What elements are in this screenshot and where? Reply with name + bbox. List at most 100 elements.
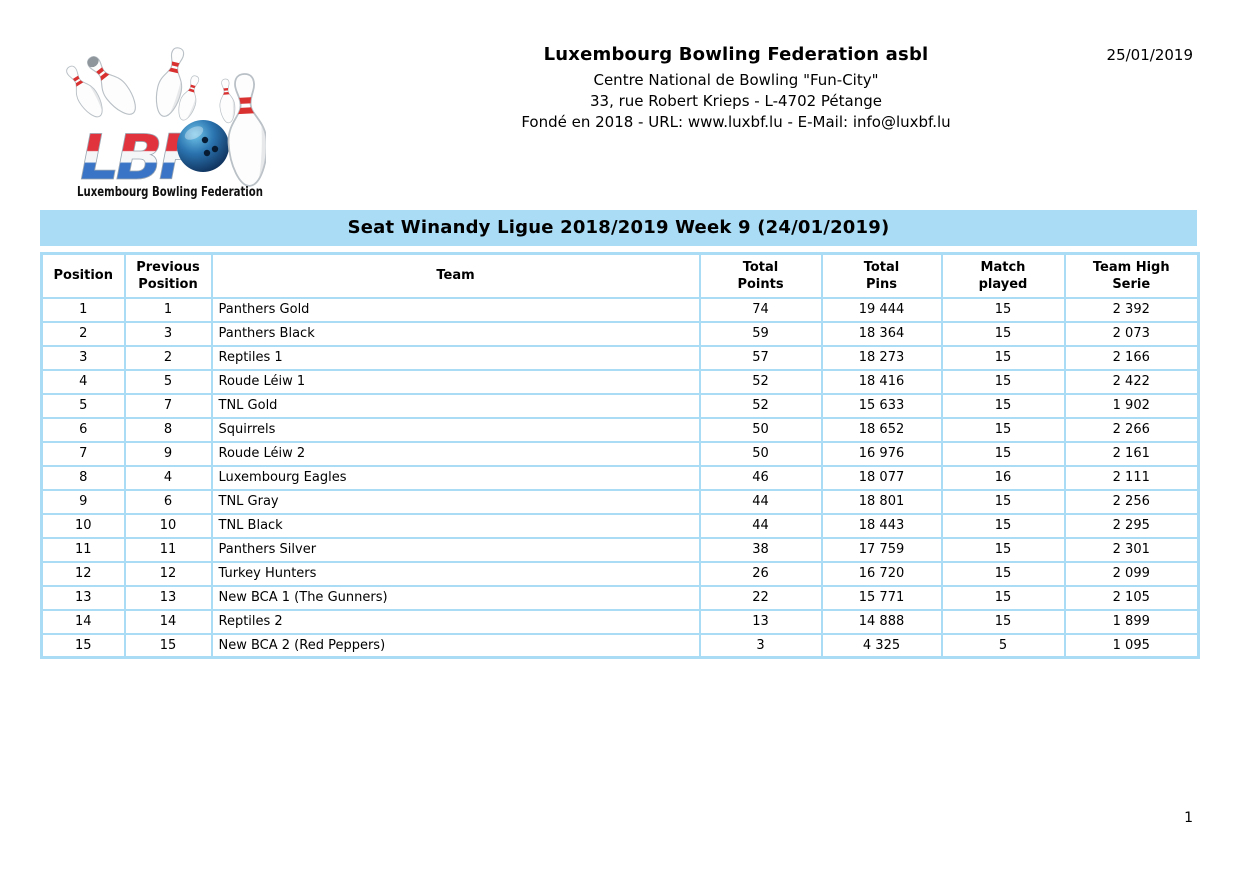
cell-team: Luxembourg Eagles xyxy=(210,464,701,491)
cell-position: 10 xyxy=(40,512,126,539)
cell-team: Roude Léiw 2 xyxy=(210,440,701,467)
cell-total-pins: 19 444 xyxy=(820,296,943,323)
cell-position: 12 xyxy=(40,560,126,587)
table-row: 15 15 New BCA 2 (Red Peppers) 3 4 325 5 1 095 xyxy=(40,632,1200,659)
cell-total-points: 38 xyxy=(698,536,823,563)
cell-match-played: 15 xyxy=(940,368,1066,395)
cell-team-high-serie: 2 295 xyxy=(1063,512,1200,539)
cell-previous-position: 8 xyxy=(123,416,213,443)
cell-match-played: 5 xyxy=(940,632,1066,659)
column-header-previous-position: Previous Position xyxy=(123,252,213,299)
cell-total-points: 52 xyxy=(698,368,823,395)
cell-previous-position: 14 xyxy=(123,608,213,635)
cell-team: TNL Black xyxy=(210,512,701,539)
cell-team-high-serie: 2 422 xyxy=(1063,368,1200,395)
column-header-team: Team xyxy=(210,252,701,299)
cell-match-played: 15 xyxy=(940,512,1066,539)
cell-previous-position: 3 xyxy=(123,320,213,347)
cell-position: 3 xyxy=(40,344,126,371)
cell-total-pins: 18 652 xyxy=(820,416,943,443)
standings-table: Position Previous Position Team Total Po… xyxy=(40,252,1200,659)
column-header-team-high-serie: Team High Serie xyxy=(1063,252,1200,299)
cell-total-pins: 18 801 xyxy=(820,488,943,515)
cell-team: New BCA 2 (Red Peppers) xyxy=(210,632,701,659)
cell-total-points: 44 xyxy=(698,488,823,515)
cell-total-pins: 18 077 xyxy=(820,464,943,491)
cell-team-high-serie: 2 105 xyxy=(1063,584,1200,611)
cell-previous-position: 13 xyxy=(123,584,213,611)
cell-match-played: 15 xyxy=(940,344,1066,371)
cell-previous-position: 1 xyxy=(123,296,213,323)
cell-total-pins: 15 771 xyxy=(820,584,943,611)
federation-logo: LBF Luxembourg Bowling Federation xyxy=(50,30,266,206)
cell-team: TNL Gray xyxy=(210,488,701,515)
table-row: 9 6 TNL Gray 44 18 801 15 2 256 xyxy=(40,488,1200,515)
bowling-ball-icon xyxy=(177,120,229,172)
cell-previous-position: 15 xyxy=(123,632,213,659)
cell-team: Reptiles 1 xyxy=(210,344,701,371)
cell-total-points: 50 xyxy=(698,416,823,443)
address-line-3: Fondé en 2018 - URL: www.luxbf.lu - E-Ma… xyxy=(521,113,951,131)
cell-previous-position: 12 xyxy=(123,560,213,587)
cell-total-points: 50 xyxy=(698,440,823,467)
cell-team-high-serie: 2 111 xyxy=(1063,464,1200,491)
cell-team: New BCA 1 (The Gunners) xyxy=(210,584,701,611)
section-title-bar: Seat Winandy Ligue 2018/2019 Week 9 (24/… xyxy=(40,210,1197,246)
table-row: 14 14 Reptiles 2 13 14 888 15 1 899 xyxy=(40,608,1200,635)
table-row: 13 13 New BCA 1 (The Gunners) 22 15 771 15 2 1… xyxy=(40,584,1200,611)
cell-total-pins: 16 976 xyxy=(820,440,943,467)
cell-team: TNL Gold xyxy=(210,392,701,419)
cell-total-points: 52 xyxy=(698,392,823,419)
document-header: Luxembourg Bowling Federation asbl Centr… xyxy=(236,44,1236,133)
cell-total-pins: 18 443 xyxy=(820,512,943,539)
bowling-logo-graphic: LBF Luxembourg Bowling Federation xyxy=(50,30,266,200)
cell-previous-position: 7 xyxy=(123,392,213,419)
cell-position: 2 xyxy=(40,320,126,347)
cell-team: Squirrels xyxy=(210,416,701,443)
cell-match-played: 15 xyxy=(940,392,1066,419)
cell-previous-position: 11 xyxy=(123,536,213,563)
standings-table-body: 1 1 Panthers Gold 74 19 444 15 2 392 2 3 Panthers… xyxy=(40,296,1200,659)
cell-match-played: 16 xyxy=(940,464,1066,491)
cell-team: Turkey Hunters xyxy=(210,560,701,587)
cell-match-played: 15 xyxy=(940,584,1066,611)
cell-total-points: 13 xyxy=(698,608,823,635)
cell-previous-position: 4 xyxy=(123,464,213,491)
cell-total-points: 26 xyxy=(698,560,823,587)
cell-total-pins: 16 720 xyxy=(820,560,943,587)
table-row: 1 1 Panthers Gold 74 19 444 15 2 392 xyxy=(40,296,1200,323)
cell-team: Roude Léiw 1 xyxy=(210,368,701,395)
bowling-pins-icon xyxy=(60,45,237,123)
table-row: 7 9 Roude Léiw 2 50 16 976 15 2 161 xyxy=(40,440,1200,467)
cell-position: 8 xyxy=(40,464,126,491)
cell-team: Panthers Gold xyxy=(210,296,701,323)
cell-team-high-serie: 2 392 xyxy=(1063,296,1200,323)
cell-total-pins: 18 273 xyxy=(820,344,943,371)
cell-match-played: 15 xyxy=(940,320,1066,347)
cell-previous-position: 5 xyxy=(123,368,213,395)
cell-team-high-serie: 2 073 xyxy=(1063,320,1200,347)
cell-position: 15 xyxy=(40,632,126,659)
table-row: 10 10 TNL Black 44 18 443 15 2 295 xyxy=(40,512,1200,539)
cell-position: 11 xyxy=(40,536,126,563)
cell-team-high-serie: 2 266 xyxy=(1063,416,1200,443)
cell-team-high-serie: 2 301 xyxy=(1063,536,1200,563)
page-number: 1 xyxy=(1184,810,1193,826)
cell-position: 14 xyxy=(40,608,126,635)
cell-total-pins: 18 416 xyxy=(820,368,943,395)
cell-previous-position: 9 xyxy=(123,440,213,467)
table-row: 5 7 TNL Gold 52 15 633 15 1 902 xyxy=(40,392,1200,419)
table-row: 11 11 Panthers Silver 38 17 759 15 2 301 xyxy=(40,536,1200,563)
cell-match-played: 15 xyxy=(940,296,1066,323)
cell-previous-position: 10 xyxy=(123,512,213,539)
cell-team: Reptiles 2 xyxy=(210,608,701,635)
column-header-total-points: Total Points xyxy=(698,252,823,299)
cell-position: 4 xyxy=(40,368,126,395)
logo-caption: Luxembourg Bowling Federation xyxy=(77,184,263,200)
cell-match-played: 15 xyxy=(940,488,1066,515)
cell-total-points: 59 xyxy=(698,320,823,347)
cell-match-played: 15 xyxy=(940,416,1066,443)
cell-team: Panthers Black xyxy=(210,320,701,347)
cell-total-points: 57 xyxy=(698,344,823,371)
table-row: 12 12 Turkey Hunters 26 16 720 15 2 099 xyxy=(40,560,1200,587)
